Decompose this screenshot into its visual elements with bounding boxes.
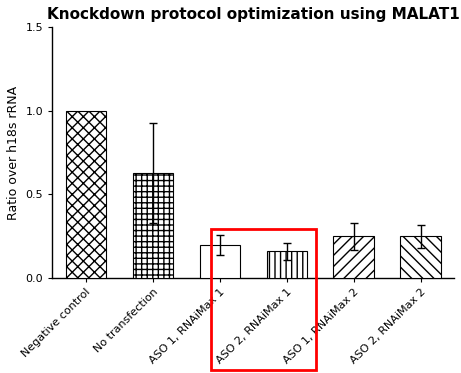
Bar — [65, 111, 106, 278]
Bar — [132, 173, 173, 278]
Bar — [200, 245, 240, 278]
Bar — [333, 236, 374, 278]
Y-axis label: Ratio over h18s rRNA: Ratio over h18s rRNA — [7, 85, 20, 220]
Bar — [401, 236, 441, 278]
Title: Knockdown protocol optimization using MALAT1: Knockdown protocol optimization using MA… — [47, 7, 460, 22]
Bar — [266, 251, 307, 278]
